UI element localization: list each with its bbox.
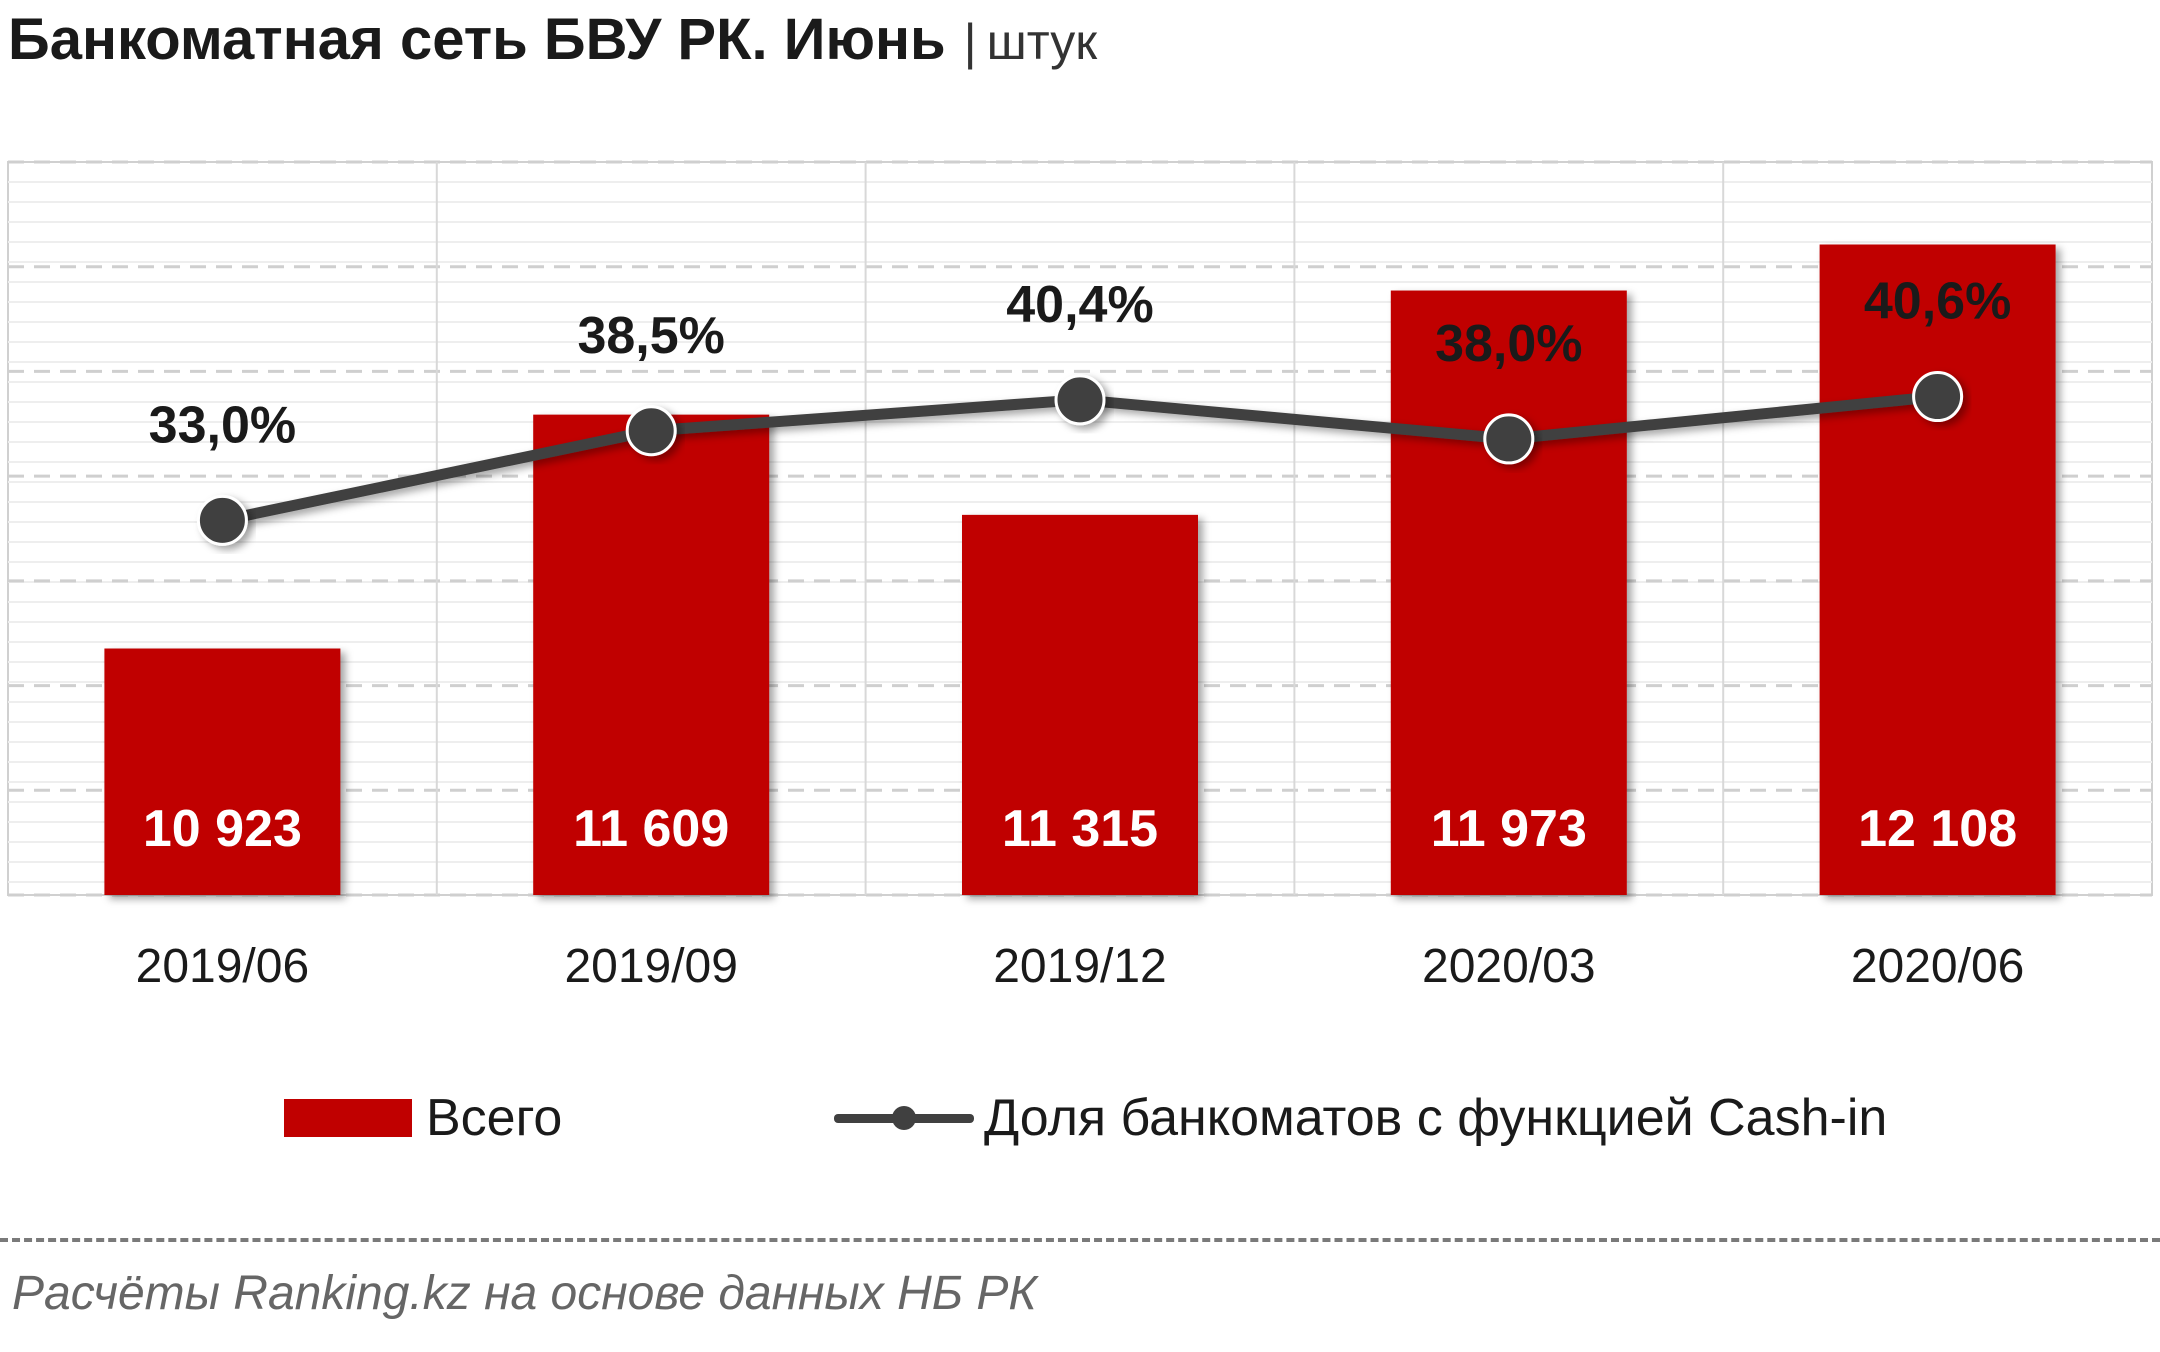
line-point-2020/03 <box>1483 413 1535 465</box>
footer-divider <box>0 1238 2160 1242</box>
bar-2020/06 <box>1819 244 2056 895</box>
chart-title: Банкоматная сеть БВУ РК. Июнь | штук <box>8 4 1097 78</box>
bar-value-label: 11 973 <box>1431 800 1587 858</box>
bar-2019/06 <box>104 648 341 895</box>
x-tick-label: 2019/09 <box>564 940 738 993</box>
legend-line-entry: Доля банкоматов с функцией Cash-in <box>834 1078 1887 1158</box>
line-value-label: 40,4% <box>1006 276 1153 334</box>
bar-2019/09 <box>533 414 770 895</box>
chart-canvas: 10 923 11 609 11 315 11 973 12 108 33,0% 38,5%… <box>7 160 2153 993</box>
line-point-2019/09 <box>625 405 677 457</box>
x-tick-label: 2020/06 <box>1851 940 2025 993</box>
legend-bar-label: Всего <box>426 1089 563 1147</box>
line-value-label: 38,5% <box>577 307 724 365</box>
bar-value-label: 12 108 <box>1858 800 2017 858</box>
legend-bar-swatch <box>284 1099 412 1137</box>
title-unit: штук <box>986 14 1098 70</box>
bar-2019/12 <box>962 514 1198 895</box>
x-tick-label: 2020/03 <box>1422 940 1596 993</box>
bar-value-label: 11 315 <box>1002 800 1158 858</box>
bar-value-label: 10 923 <box>143 800 302 858</box>
source-note: Расчёты Ranking.kz на основе данных НБ Р… <box>12 1267 1037 1320</box>
line-point-2020/06 <box>1912 371 1964 423</box>
line-value-label: 40,6% <box>1864 273 2011 331</box>
line-value-label: 38,0% <box>1435 315 1582 373</box>
bar-value-label: 11 609 <box>573 800 729 858</box>
title-main: Банкоматная сеть БВУ РК. Июнь <box>8 7 946 72</box>
title-separator: | <box>963 14 977 70</box>
line-point-2019/12 <box>1054 374 1106 426</box>
legend-bar-entry: Всего <box>284 1078 562 1158</box>
line-value-label: 33,0% <box>149 396 296 454</box>
legend-line-label: Доля банкоматов с функцией Cash-in <box>984 1089 1888 1147</box>
x-tick-label: 2019/12 <box>993 940 1167 993</box>
legend-line-swatch <box>834 1098 974 1138</box>
x-tick-label: 2019/06 <box>136 940 310 993</box>
line-point-2019/06 <box>196 494 248 546</box>
bar-2020/03 <box>1390 290 1627 895</box>
